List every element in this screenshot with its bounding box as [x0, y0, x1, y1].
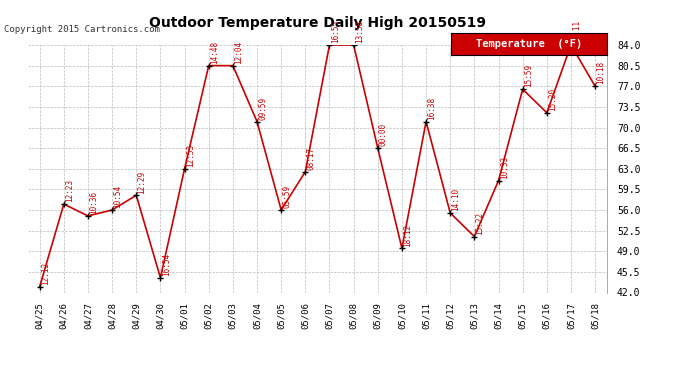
Text: Copyright 2015 Cartronics.com: Copyright 2015 Cartronics.com — [4, 25, 160, 34]
Text: 10:11: 10:11 — [572, 20, 581, 43]
Text: 08:17: 08:17 — [306, 147, 315, 170]
Text: 15:22: 15:22 — [475, 211, 484, 235]
Text: 13:58: 13:58 — [355, 20, 364, 43]
Text: 10:18: 10:18 — [596, 62, 605, 84]
Text: 10:33: 10:33 — [500, 156, 509, 179]
Text: 12:12: 12:12 — [41, 262, 50, 285]
Text: 16:55: 16:55 — [331, 20, 339, 43]
Text: 15:20: 15:20 — [548, 88, 557, 111]
Text: 12:53: 12:53 — [186, 144, 195, 167]
Text: 09:59: 09:59 — [258, 97, 267, 120]
Text: 18:12: 18:12 — [403, 224, 412, 246]
Text: 14:48: 14:48 — [210, 41, 219, 64]
Text: 05:59: 05:59 — [282, 185, 291, 208]
Text: 10:36: 10:36 — [89, 191, 98, 214]
Text: 15:59: 15:59 — [524, 64, 533, 87]
Text: 12:23: 12:23 — [65, 179, 74, 203]
Text: 12:29: 12:29 — [137, 170, 146, 194]
Text: 00:00: 00:00 — [379, 123, 388, 146]
Text: 16:38: 16:38 — [427, 97, 436, 120]
Text: 10:54: 10:54 — [113, 185, 122, 208]
Text: 16:54: 16:54 — [161, 253, 170, 276]
Text: 12:04: 12:04 — [234, 41, 243, 64]
Text: 14:10: 14:10 — [451, 188, 460, 211]
Title: Outdoor Temperature Daily High 20150519: Outdoor Temperature Daily High 20150519 — [149, 16, 486, 30]
